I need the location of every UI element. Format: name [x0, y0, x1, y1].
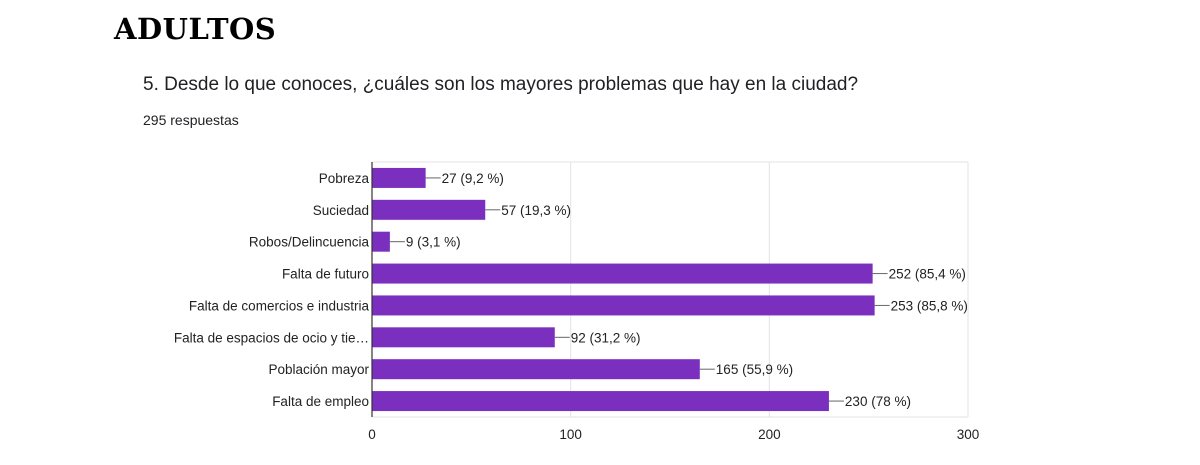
category-label: Pobreza [319, 171, 370, 186]
x-tick-label: 300 [957, 427, 980, 442]
bar [372, 391, 829, 412]
data-label: 253 (85,8 %) [891, 298, 968, 313]
bar [372, 295, 875, 316]
bar [372, 359, 700, 380]
data-label: 230 (78 %) [845, 394, 911, 409]
category-label: Robos/Delincuencia [249, 235, 370, 250]
page-heading: ADULTOS [114, 12, 277, 46]
data-label: 27 (9,2 %) [442, 171, 504, 186]
category-label: Población mayor [268, 362, 369, 377]
bar [372, 167, 426, 188]
bar [372, 199, 486, 220]
category-label: Falta de empleo [272, 394, 369, 409]
data-label: 57 (19,3 %) [501, 203, 571, 218]
category-label: Falta de espacios de ocio y tie… [174, 330, 369, 345]
x-tick-label: 200 [758, 427, 781, 442]
category-label: Falta de comercios e industria [189, 298, 370, 313]
data-label: 165 (55,9 %) [716, 362, 793, 377]
question-title: 5. Desde lo que conoces, ¿cuáles son los… [143, 74, 859, 95]
data-label: 9 (3,1 %) [406, 235, 461, 250]
response-count: 295 respuestas [143, 112, 239, 128]
data-label: 252 (85,4 %) [889, 267, 966, 282]
x-tick-label: 100 [559, 427, 582, 442]
bar [372, 231, 390, 252]
category-label: Suciedad [313, 203, 369, 218]
x-tick-label: 0 [368, 427, 376, 442]
category-label: Falta de futuro [282, 267, 369, 282]
bar [372, 263, 873, 284]
bar [372, 327, 555, 348]
data-label: 92 (31,2 %) [571, 330, 641, 345]
